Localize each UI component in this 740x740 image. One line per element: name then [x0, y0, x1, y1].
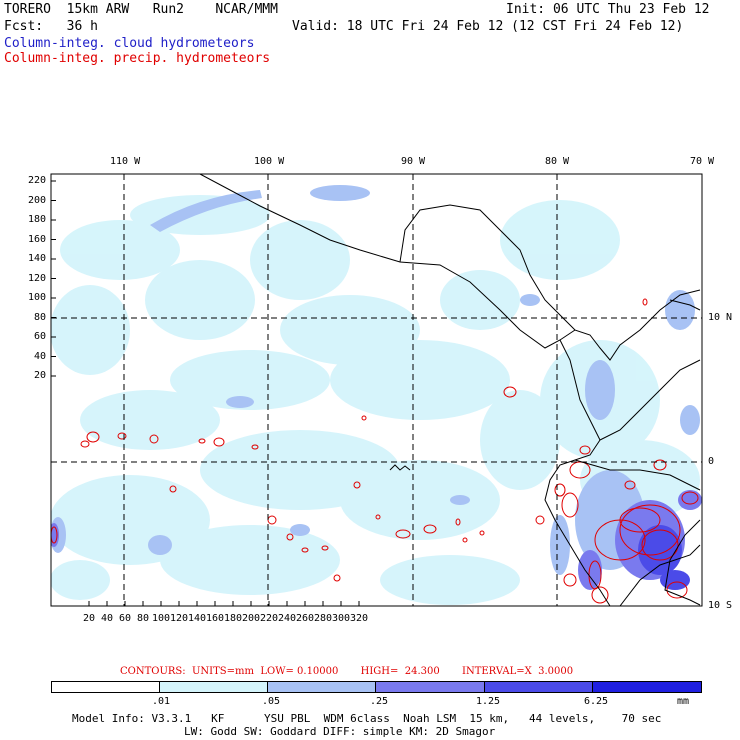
- y-tick-label: 180: [27, 214, 46, 225]
- y-tick-label: 200: [27, 194, 46, 206]
- model-info: Model Info: V3.3.1 KF YSU PBL WDM 6class…: [72, 712, 662, 725]
- lat-label: 0: [708, 456, 715, 467]
- init-time: Init: 06 UTC Thu 23 Feb 12: [506, 2, 710, 17]
- colorbar-label: mm: [677, 696, 690, 707]
- colorbar-segment: [51, 681, 160, 693]
- colorbar-outline: [51, 681, 702, 693]
- colorbar-segment: [160, 681, 268, 693]
- y-tick-label: 60: [33, 331, 46, 342]
- x-tick-label: 140: [187, 613, 207, 624]
- colorbar-label: .05: [262, 696, 281, 707]
- colorbar-label: 1.25: [476, 696, 501, 707]
- hydrometeor-field: [51, 174, 702, 606]
- y-tick-label: 160: [27, 233, 46, 245]
- x-tick-label: 60: [118, 613, 132, 624]
- lon-label: 90 W: [401, 156, 426, 167]
- x-tick-label: 280: [313, 613, 333, 624]
- contour-info: CONTOURS: UNITS=mm LOW= 0.10000 HIGH= 24…: [120, 666, 574, 677]
- x-tick-label: 220: [259, 613, 279, 624]
- model-title: TORERO 15km ARW Run2 NCAR/MMM: [4, 2, 278, 17]
- y-tick-label: 100: [27, 292, 46, 303]
- colorbar-segment: [485, 681, 593, 693]
- lon-label: 110 W: [110, 156, 141, 167]
- y-tick-label: 40: [33, 350, 46, 362]
- colorbar-label: .01: [152, 696, 171, 707]
- y-tick-label: 120: [27, 272, 46, 284]
- y-tick-label: 20: [33, 370, 46, 381]
- model-info-2: LW: Godd SW: Goddard DIFF: simple KM: 2D…: [184, 725, 496, 738]
- x-tick-label: 320: [349, 613, 369, 624]
- lat-label: 10 S: [708, 600, 733, 611]
- x-tick-label: 40: [100, 613, 114, 624]
- y-tick-label: 140: [27, 253, 46, 264]
- x-tick-label: 20: [82, 613, 96, 624]
- x-tick-label: 120: [169, 613, 189, 624]
- map-border: [50, 173, 703, 607]
- colorbar-segment: [376, 681, 485, 693]
- legend-precip: Column-integ. precip. hydrometeors: [4, 51, 271, 66]
- lat-label: 10 N: [708, 312, 733, 323]
- colorbar-segment: [268, 681, 376, 693]
- x-tick-label: 160: [205, 613, 225, 624]
- x-tick-label: 300: [331, 613, 351, 624]
- y-tick-label: 80: [33, 311, 46, 323]
- y-tick-label: 220: [27, 175, 46, 186]
- lon-label: 100 W: [254, 156, 285, 167]
- colorbar-label: .25: [370, 696, 389, 707]
- valid-time: Valid: 18 UTC Fri 24 Feb 12 (12 CST Fri …: [292, 19, 684, 34]
- forecast-hour: Fcst: 36 h: [4, 19, 98, 34]
- x-tick-label: 80: [136, 613, 150, 624]
- lon-label: 80 W: [545, 156, 570, 167]
- lon-label: 70 W: [690, 156, 715, 167]
- colorbar-label: 6.25: [584, 696, 609, 707]
- x-tick-label: 180: [223, 613, 243, 624]
- x-tick-label: 240: [277, 613, 297, 624]
- x-tick-label: 100: [151, 613, 171, 624]
- x-tick-label: 260: [295, 613, 315, 624]
- x-tick-label: 200: [241, 613, 261, 624]
- legend-cloud: Column-integ. cloud hydrometeors: [4, 36, 255, 51]
